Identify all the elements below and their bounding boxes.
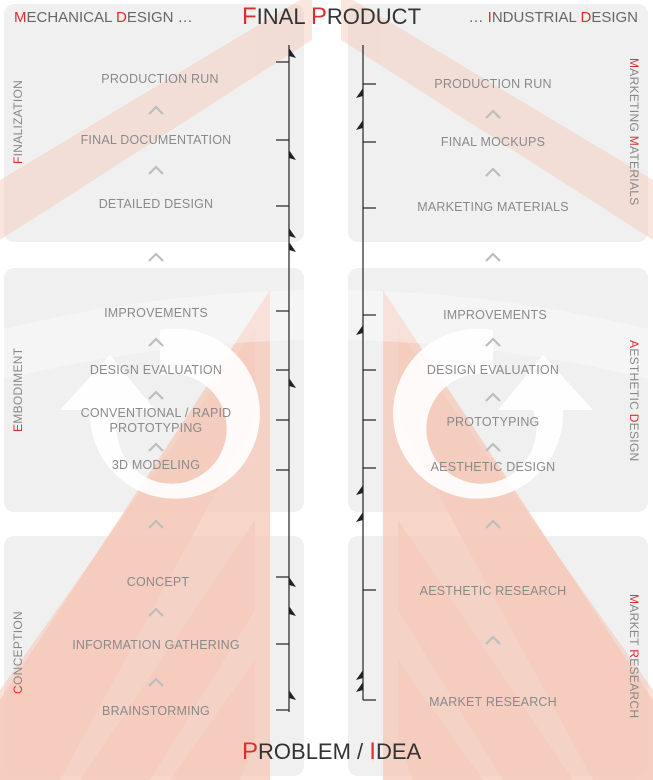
title-final-product: FINAL PRODUCT [242,3,422,30]
stripe-top-right [341,0,653,240]
chevron-up-icon [148,442,164,452]
chevron-up-icon [148,519,164,529]
left-step-final-documentation: FINAL DOCUMENTATION [80,133,232,147]
chevron-up-icon [148,252,164,262]
stripe-right-2 [398,520,573,780]
left-step-brainstorming: BRAINSTORMING [102,704,210,718]
chevron-up-icon [485,337,501,347]
right-step-final-mockups: FINAL MOCKUPS [440,135,546,149]
iteration-arrow-right [393,328,593,499]
title-problem-idea: PROBLEM / IDEA [242,738,422,765]
right-timeline [362,45,376,701]
left-step-improvements: IMPROVEMENTS [104,306,208,320]
header-mechanical-design: MECHANICAL DESIGN … [14,9,193,26]
right-step-design-evaluation: DESIGN EVALUATION [426,363,560,377]
stripe-top-left [0,0,312,240]
curved-band [0,290,653,380]
chevron-up-icon [148,337,164,347]
chevron-up-icon [485,167,501,177]
header-industrial-design: … INDUSTRIAL DESIGN [468,9,639,26]
left-step-information-gathering: INFORMATION GATHERING [72,638,240,652]
stripe-right-3 [398,660,483,780]
right-step-market-research: MARKET RESEARCH [429,695,557,709]
stripe-left-3 [170,660,255,780]
chevron-up-icon [485,109,501,119]
phase-label-aesthetic-design: AESTHETIC DESIGN [627,340,641,462]
left-timeline-flags [289,48,296,700]
stripe-left-1 [0,330,255,780]
chevron-up-icon [148,607,164,617]
right-step-production-run: PRODUCTION RUN [434,77,552,91]
left-step-detailed-design: DETAILED DESIGN [98,197,214,211]
chevron-up-icon [485,252,501,262]
chevron-up-icon [148,165,164,175]
phase-label-embodiment: EMBODIMENT [11,347,25,432]
right-step-aesthetic-research: AESTHETIC RESEARCH [419,584,567,598]
left-step-concept: CONCEPT [126,575,190,589]
right-step-improvements: IMPROVEMENTS [443,308,547,322]
chevron-up-icon [148,390,164,400]
panel-marketing-materials [348,4,648,242]
phase-label-marketing-materials: MARKETING MATERIALS [627,58,641,206]
chevron-up-icon [148,677,164,687]
stripe-left-2 [80,520,255,780]
chevron-up-icon [148,105,164,115]
panel-finalization [4,4,304,242]
right-timeline-flags [356,88,363,692]
phase-label-market-research: MARKET RESEARCH [627,594,641,719]
right-step-marketing-materials: MARKETING MATERIALS [417,200,569,214]
left-step-3d-modeling: 3D MODELING [111,458,201,472]
chevron-up-icon [485,442,501,452]
phase-label-conception: CONCEPTION [11,610,25,694]
right-step-prototyping: PROTOTYPING [446,415,540,429]
right-step-aesthetic-design: AESTHETIC DESIGN [430,460,556,474]
left-step-design-evaluation: DESIGN EVALUATION [89,363,223,377]
phase-label-finalization: FINALIZATION [11,79,25,164]
iteration-arrow-left [60,328,260,499]
chevron-up-icon [485,635,501,645]
chevron-up-icon [485,392,501,402]
chevron-up-icon [485,519,501,529]
stripe-right-1 [398,330,653,780]
left-step-production-run: PRODUCTION RUN [101,72,219,86]
left-step-prototyping: CONVENTIONAL / RAPID PROTOTYPING [80,406,232,435]
